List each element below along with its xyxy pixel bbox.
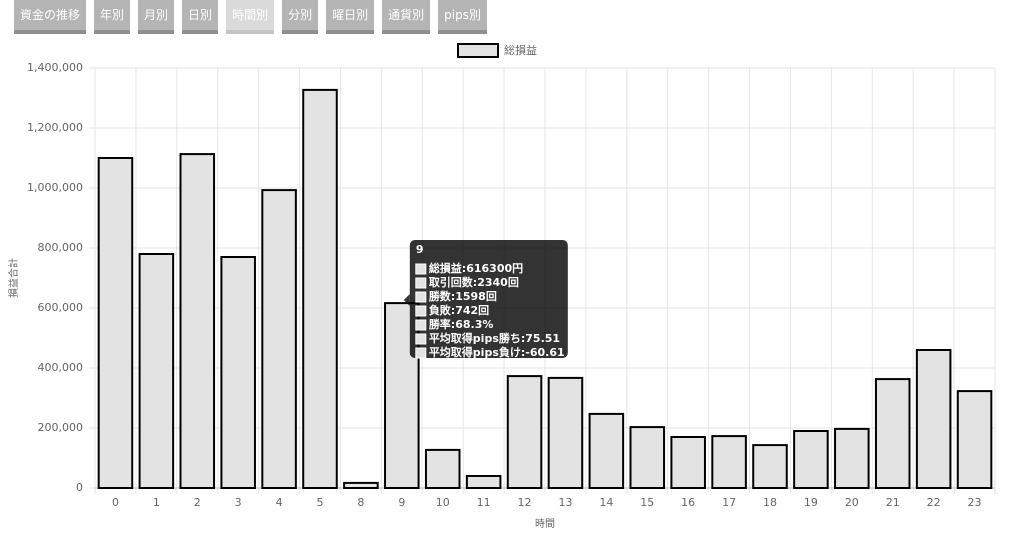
tooltip-swatch xyxy=(415,291,427,303)
bar xyxy=(915,349,952,489)
tooltip-arrow xyxy=(403,294,410,306)
bar xyxy=(343,481,379,489)
bar xyxy=(793,430,829,489)
x-tick-label: 16 xyxy=(681,496,695,509)
x-tick-label: 23 xyxy=(968,496,982,509)
tooltip-line: 取引回数:2340回 xyxy=(429,275,519,289)
tooltip-line: 勝数:1598回 xyxy=(429,289,497,303)
y-tick-label: 200,000 xyxy=(38,421,84,434)
tab[interactable]: 資金の推移 xyxy=(14,0,87,34)
bar xyxy=(465,475,502,489)
tooltip-line: 総損益:616300円 xyxy=(429,261,523,275)
bar xyxy=(261,189,297,489)
tab[interactable]: 日別 xyxy=(182,0,219,34)
tooltip-swatch xyxy=(415,333,427,345)
x-tick-label: 3 xyxy=(235,496,242,509)
tooltip-swatch xyxy=(415,319,427,331)
tooltip-line: 負敗:742回 xyxy=(429,303,489,317)
tooltip-swatch xyxy=(415,277,427,289)
tooltip-line: 勝率:68.3% xyxy=(429,317,494,331)
x-tick-label: 11 xyxy=(477,496,491,509)
tab[interactable]: pips別 xyxy=(438,0,487,34)
x-tick-label: 8 xyxy=(357,496,364,509)
y-tick-label: 800,000 xyxy=(38,241,84,254)
bar xyxy=(179,153,216,489)
x-tick-label: 14 xyxy=(599,496,613,509)
x-axis-title: 時間 xyxy=(535,518,555,530)
y-tick-label: 1,400,000 xyxy=(27,61,83,74)
bar xyxy=(547,376,584,489)
bar xyxy=(506,375,543,490)
x-tick-label: 20 xyxy=(845,496,859,509)
tooltip-title: 9 xyxy=(416,243,424,256)
tab[interactable]: 曜日別 xyxy=(326,0,375,34)
x-tick-label: 13 xyxy=(558,496,572,509)
tab[interactable]: 通貨別 xyxy=(382,0,431,34)
x-tick-label: 10 xyxy=(436,496,450,509)
tooltip-line: 平均取得pips負け:-60.61 xyxy=(429,345,565,359)
tab[interactable]: 月別 xyxy=(138,0,175,34)
x-tick-label: 5 xyxy=(317,496,324,509)
bar xyxy=(711,435,747,490)
bar xyxy=(220,256,256,489)
x-tick-label: 12 xyxy=(518,496,532,509)
bar xyxy=(138,253,175,489)
x-tick-label: 9 xyxy=(398,496,405,509)
tab[interactable]: 年別 xyxy=(94,0,131,34)
bar xyxy=(752,444,788,490)
bar xyxy=(588,412,625,489)
y-axis-title: 損益合計 xyxy=(7,258,20,298)
tab[interactable]: 時間別 xyxy=(226,0,275,34)
legend-swatch xyxy=(457,43,499,58)
tooltip-swatch xyxy=(415,347,427,359)
bar xyxy=(956,390,993,490)
x-tick-label: 17 xyxy=(722,496,736,509)
y-tick-label: 1,000,000 xyxy=(27,181,83,194)
legend-label: 総損益 xyxy=(504,43,537,57)
bar xyxy=(670,436,706,489)
x-tick-label: 4 xyxy=(276,496,283,509)
x-tick-label: 18 xyxy=(763,496,777,509)
x-tick-label: 22 xyxy=(927,496,941,509)
y-tick-label: 400,000 xyxy=(38,361,84,374)
y-tick-label: 0 xyxy=(76,481,83,494)
bar xyxy=(629,426,666,490)
tooltip-line: 平均取得pips勝ち:75.51 xyxy=(429,331,560,345)
x-tick-label: 0 xyxy=(112,496,119,509)
tooltip-swatch xyxy=(415,263,427,275)
tab-bar: 資金の推移 年別 月別 日別 時間別 分別 曜日別 通貨別 pips別 xyxy=(14,0,487,34)
tooltip-swatch xyxy=(415,305,427,317)
bar xyxy=(302,88,338,490)
tooltip: 9 総損益:616300円取引回数:2340回勝数:1598回負敗:742回勝率:… xyxy=(403,240,568,359)
x-tick-label: 19 xyxy=(804,496,818,509)
y-tick-label: 600,000 xyxy=(38,301,84,314)
x-tick-label: 21 xyxy=(886,496,900,509)
y-tick-label: 1,200,000 xyxy=(27,121,83,134)
bar xyxy=(874,378,911,490)
bar xyxy=(424,448,461,489)
x-tick-label: 15 xyxy=(640,496,654,509)
bar xyxy=(834,427,870,489)
tab[interactable]: 分別 xyxy=(282,0,319,34)
x-tick-label: 1 xyxy=(153,496,160,509)
bar xyxy=(97,157,134,489)
tooltip-box xyxy=(409,240,568,358)
x-tick-label: 2 xyxy=(194,496,201,509)
